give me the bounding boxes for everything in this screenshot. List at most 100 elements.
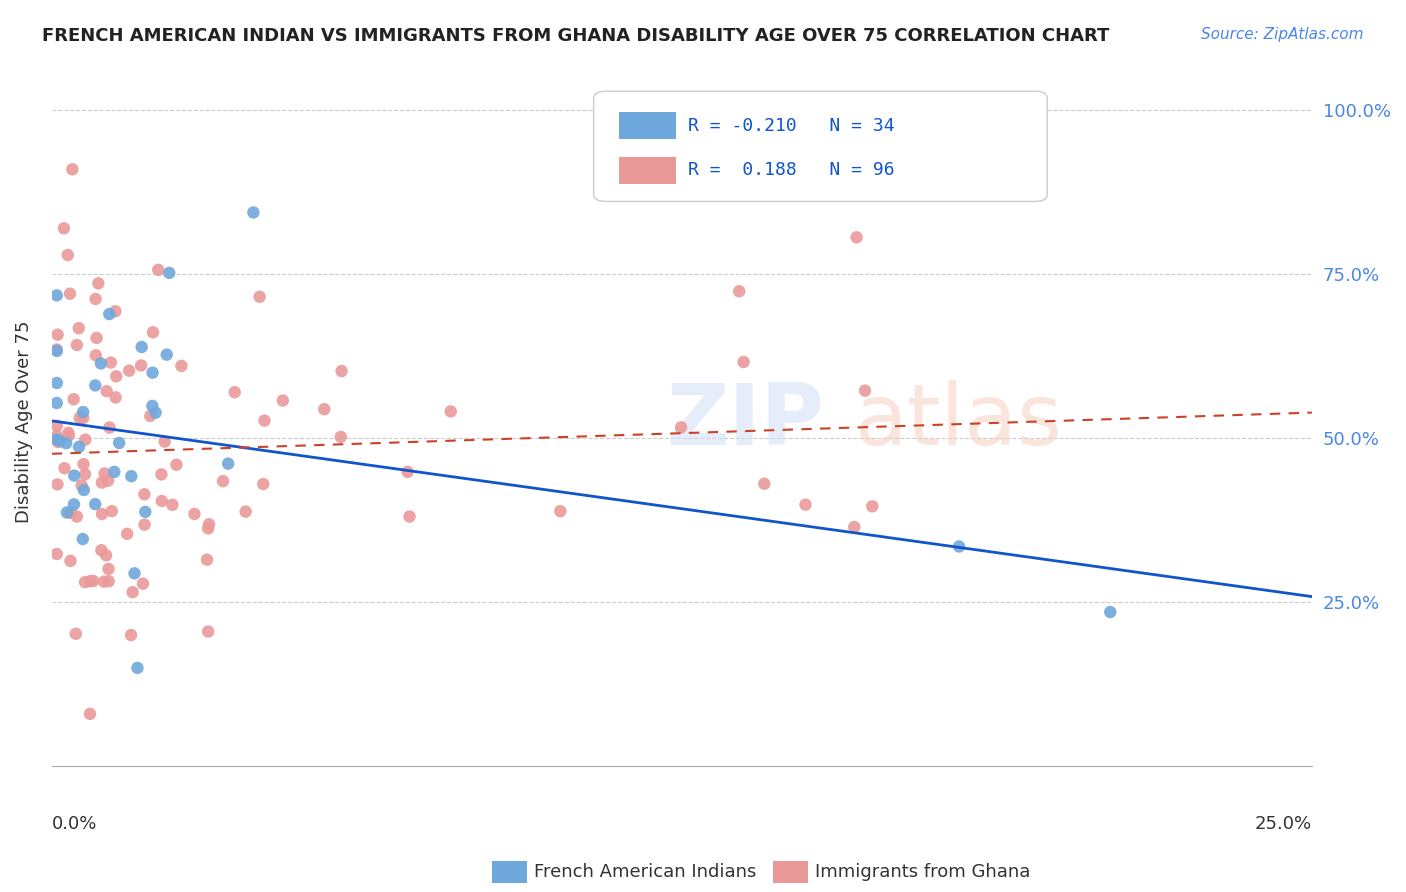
Point	[100, 504, 122, 518]
Point	[91, 507, 114, 521]
Point	[134, 517, 156, 532]
Point	[45, 429, 67, 443]
Point	[141, 399, 163, 413]
Point	[84, 497, 107, 511]
Point	[550, 504, 572, 518]
Point	[145, 406, 167, 420]
Point	[100, 355, 122, 369]
Point	[166, 458, 188, 472]
Point	[72, 411, 94, 425]
Point	[55, 436, 77, 450]
Bar	[619, 112, 675, 139]
Point	[157, 266, 180, 280]
Point	[56, 248, 79, 262]
Point	[87, 277, 110, 291]
Point	[97, 562, 120, 576]
Point	[72, 532, 94, 546]
Point	[103, 465, 125, 479]
Text: Immigrants from Ghana: Immigrants from Ghana	[815, 863, 1031, 881]
Point	[120, 469, 142, 483]
Point	[139, 409, 162, 423]
Point	[224, 385, 246, 400]
Point	[271, 393, 294, 408]
Point	[398, 509, 420, 524]
Bar	[619, 157, 675, 185]
Point	[148, 263, 170, 277]
Point	[134, 505, 156, 519]
Point	[94, 549, 117, 563]
Point	[104, 304, 127, 318]
Point	[60, 162, 83, 177]
Point	[860, 500, 883, 514]
Point	[59, 506, 82, 520]
Point	[90, 475, 112, 490]
Point	[845, 230, 868, 244]
Point	[63, 497, 86, 511]
Point	[156, 348, 179, 362]
Point	[794, 498, 817, 512]
Point	[70, 478, 93, 492]
Point	[84, 292, 107, 306]
Point	[104, 390, 127, 404]
Point	[252, 477, 274, 491]
Point	[118, 364, 141, 378]
Point	[84, 378, 107, 392]
Point	[82, 574, 104, 588]
Point	[73, 575, 96, 590]
Point	[59, 554, 82, 568]
Point	[49, 434, 72, 448]
Point	[84, 348, 107, 362]
Point	[86, 331, 108, 345]
Point	[93, 574, 115, 589]
Point	[396, 465, 419, 479]
Point	[115, 526, 138, 541]
Point	[669, 420, 692, 434]
Text: Source: ZipAtlas.com: Source: ZipAtlas.com	[1201, 27, 1364, 42]
Point	[127, 661, 149, 675]
Point	[195, 552, 218, 566]
Text: ZIP: ZIP	[666, 380, 824, 463]
Point	[90, 543, 112, 558]
Point	[108, 436, 131, 450]
Point	[46, 477, 69, 491]
Point	[97, 574, 120, 589]
Point	[120, 628, 142, 642]
Point	[45, 418, 67, 433]
Point	[97, 474, 120, 488]
Point	[65, 627, 87, 641]
Point	[329, 430, 352, 444]
Point	[142, 366, 165, 380]
Point	[46, 435, 69, 450]
Point	[153, 434, 176, 449]
Point	[1099, 605, 1122, 619]
Point	[134, 487, 156, 501]
Point	[72, 405, 94, 419]
Point	[129, 359, 152, 373]
Point	[45, 376, 67, 390]
Point	[46, 327, 69, 342]
Point	[162, 498, 184, 512]
Point	[90, 356, 112, 370]
Point	[45, 396, 67, 410]
Point	[150, 494, 173, 508]
Point	[253, 414, 276, 428]
Text: atlas: atlas	[855, 380, 1063, 463]
Point	[150, 467, 173, 482]
Point	[242, 205, 264, 219]
Point	[212, 474, 235, 488]
Point	[98, 307, 121, 321]
Point	[124, 566, 146, 581]
Point	[105, 369, 128, 384]
Point	[66, 509, 89, 524]
Point	[132, 576, 155, 591]
Text: R = -0.210   N = 34: R = -0.210 N = 34	[688, 117, 894, 135]
Point	[79, 706, 101, 721]
Point	[249, 290, 271, 304]
Text: French American Indians: French American Indians	[534, 863, 756, 881]
Point	[45, 343, 67, 358]
Point	[63, 468, 86, 483]
Text: FRENCH AMERICAN INDIAN VS IMMIGRANTS FROM GHANA DISABILITY AGE OVER 75 CORRELATI: FRENCH AMERICAN INDIAN VS IMMIGRANTS FRO…	[42, 27, 1109, 45]
Point	[66, 338, 89, 352]
Point	[62, 392, 84, 407]
Point	[131, 340, 153, 354]
